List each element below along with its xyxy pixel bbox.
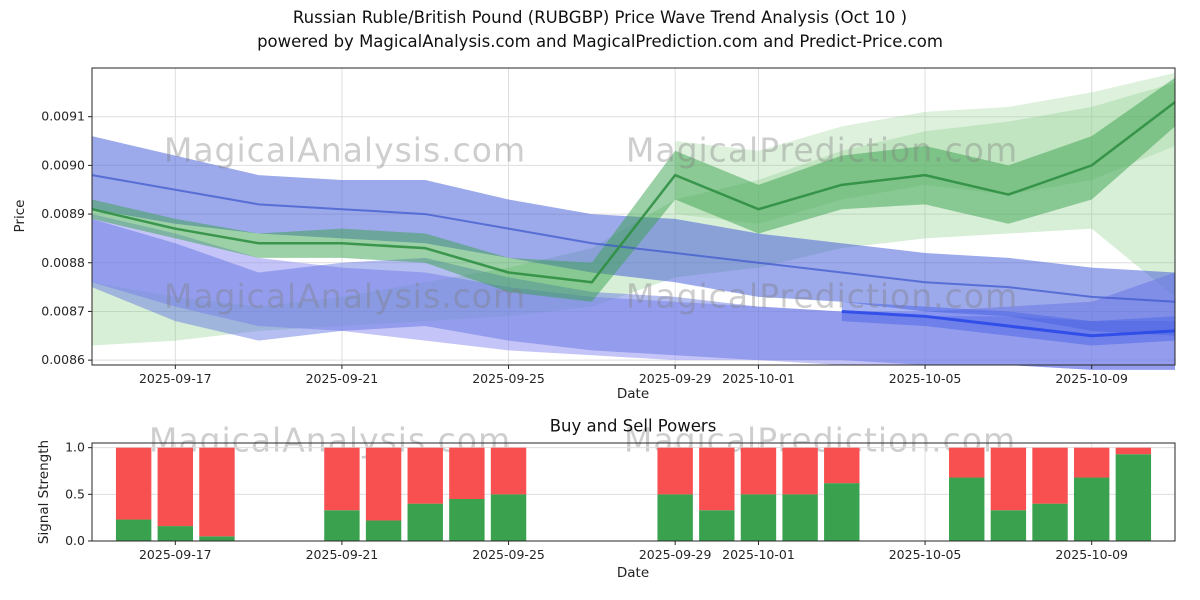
watermark-analysis: MagicalAnalysis.com xyxy=(163,276,527,316)
x-tick-label: 2025-09-17 xyxy=(139,547,212,562)
bar-buy xyxy=(449,499,485,541)
bar-sell xyxy=(1115,447,1152,455)
bar-buy xyxy=(699,510,735,541)
y-tick-label: 0.0086 xyxy=(41,352,85,367)
bar-sell xyxy=(199,447,235,537)
bar-buy xyxy=(365,520,402,541)
y-tick-label: 0.0088 xyxy=(41,255,85,270)
bar-buy xyxy=(1073,477,1110,541)
bar-buy xyxy=(1032,503,1068,541)
x-tick-label: 2025-09-21 xyxy=(306,371,379,386)
watermark-analysis: MagicalAnalysis.com xyxy=(148,420,512,460)
y-tick-label: 0.0091 xyxy=(41,109,85,124)
plot-border xyxy=(91,67,1176,366)
y-tick-label: 1.0 xyxy=(65,440,85,455)
x-tick-label: 2025-09-29 xyxy=(639,371,712,386)
y-tick-label: 0.0090 xyxy=(41,157,85,172)
watermark-analysis: MagicalAnalysis.com xyxy=(163,130,527,170)
x-tick-label: 2025-09-17 xyxy=(139,371,212,386)
watermark-prediction: MagicalPrediction.com xyxy=(625,276,1019,316)
bar-sell xyxy=(1032,447,1068,504)
x-tick-label: 2025-10-05 xyxy=(889,371,962,386)
line-green-main-line xyxy=(91,101,1176,284)
bar-buy xyxy=(407,503,443,541)
bar-buy xyxy=(490,494,527,541)
price-xlabel: Date xyxy=(616,386,650,402)
band-green-main xyxy=(92,77,1175,302)
watermark-prediction: MagicalPrediction.com xyxy=(625,130,1019,170)
bar-sell xyxy=(1073,447,1110,478)
x-tick-label: 2025-10-01 xyxy=(722,547,795,562)
bar-sell xyxy=(115,447,152,520)
x-tick-label: 2025-10-09 xyxy=(1055,547,1128,562)
bar-buy xyxy=(199,536,235,541)
y-tick-label: 0.0087 xyxy=(41,303,85,318)
bar-buy xyxy=(1115,454,1152,541)
bar-buy xyxy=(657,494,693,541)
price-ylabel: Price xyxy=(12,199,28,233)
chart-title-line1: Russian Ruble/British Pound (RUBGBP) Pri… xyxy=(292,8,908,27)
bar-buy xyxy=(990,510,1027,541)
power-ylabel: Signal Strength xyxy=(36,439,52,545)
bar-buy xyxy=(949,477,985,541)
bar-buy xyxy=(824,483,860,541)
y-tick-label: 0.5 xyxy=(65,486,85,501)
x-tick-label: 2025-09-25 xyxy=(472,371,545,386)
bar-buy xyxy=(324,510,360,541)
power-xlabel: Date xyxy=(616,565,650,581)
power-chart-title: Buy and Sell Powers xyxy=(549,416,717,436)
bar-buy xyxy=(740,494,777,541)
x-tick-label: 2025-09-21 xyxy=(306,547,379,562)
chart-title-line2: powered by MagicalAnalysis.com and Magic… xyxy=(257,31,943,51)
x-tick-label: 2025-09-25 xyxy=(472,547,545,562)
y-tick-label: 0.0 xyxy=(65,533,85,548)
x-tick-label: 2025-10-05 xyxy=(889,547,962,562)
chart-title: Russian Ruble/British Pound (RUBGBP) Pri… xyxy=(0,6,1200,54)
x-tick-label: 2025-10-09 xyxy=(1055,371,1128,386)
y-tick-label: 0.0089 xyxy=(41,206,85,221)
x-tick-label: 2025-10-01 xyxy=(722,371,795,386)
bar-buy xyxy=(115,519,152,541)
x-tick-label: 2025-09-29 xyxy=(639,547,712,562)
bar-buy xyxy=(157,526,194,541)
bar-buy xyxy=(782,494,818,541)
